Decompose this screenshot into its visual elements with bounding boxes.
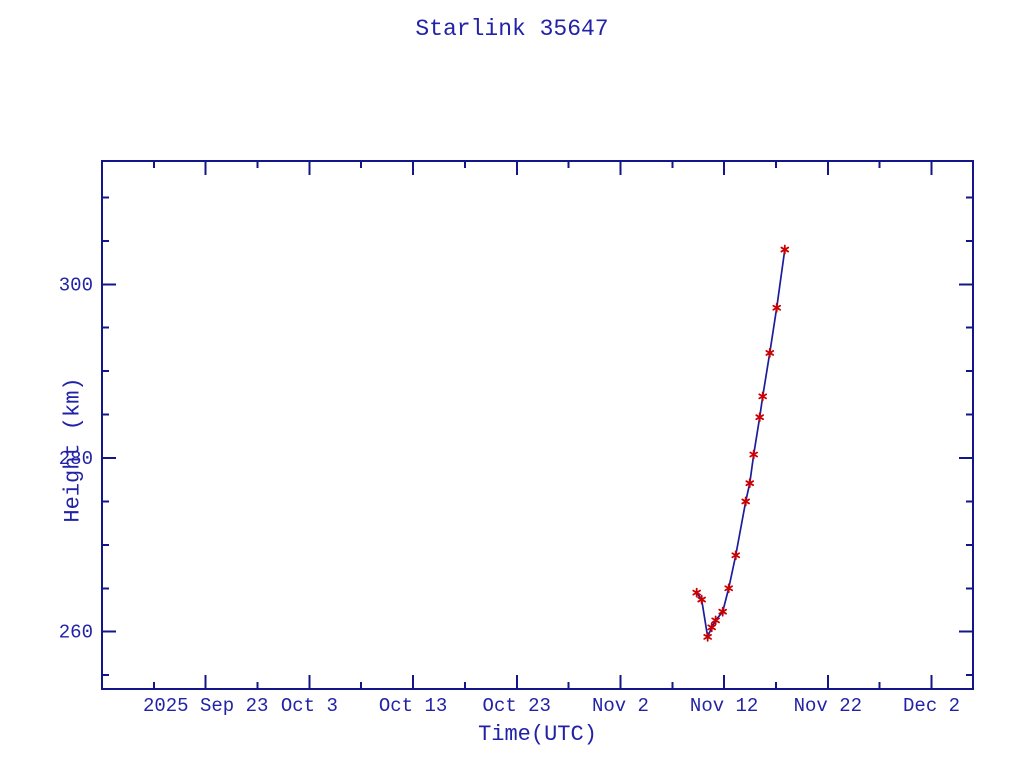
x-tick-label: Oct 23 (483, 695, 551, 717)
data-point-marker (749, 449, 758, 460)
y-tick-label: 260 (59, 622, 93, 644)
data-point-marker (711, 615, 720, 626)
x-tick-label: Oct 13 (379, 695, 447, 717)
y-tick-label: 280 (59, 448, 93, 470)
x-tick-label: 2025 Sep 23 (143, 695, 268, 717)
data-point-marker (745, 478, 755, 489)
x-tick-label: Nov 22 (794, 695, 862, 717)
data-point-marker (731, 550, 741, 561)
x-tick-label: Nov 12 (690, 695, 758, 717)
data-point-marker (718, 606, 727, 617)
data-point-marker (692, 587, 701, 598)
data-point-marker (755, 412, 765, 423)
data-point-marker (780, 244, 790, 255)
data-point-marker (697, 594, 706, 605)
data-point-marker (724, 583, 734, 594)
data-point-marker (707, 622, 716, 633)
x-axis-title: Time(UTC) (478, 722, 597, 747)
data-point-marker (703, 631, 712, 642)
chart-title: Starlink 35647 (415, 16, 609, 42)
plot-box (101, 160, 974, 690)
data-series-line (695, 249, 786, 640)
data-point-marker (741, 496, 751, 507)
y-axis-title-text: Height (km) (60, 377, 86, 523)
x-tick-label: Oct 3 (281, 695, 338, 717)
x-tick-label: Nov 2 (592, 695, 649, 717)
data-point-marker (758, 391, 768, 402)
x-tick-label: Dec 2 (903, 695, 960, 717)
y-tick-label: 300 (59, 274, 93, 296)
data-point-marker (765, 348, 775, 358)
data-point-marker (772, 302, 782, 313)
